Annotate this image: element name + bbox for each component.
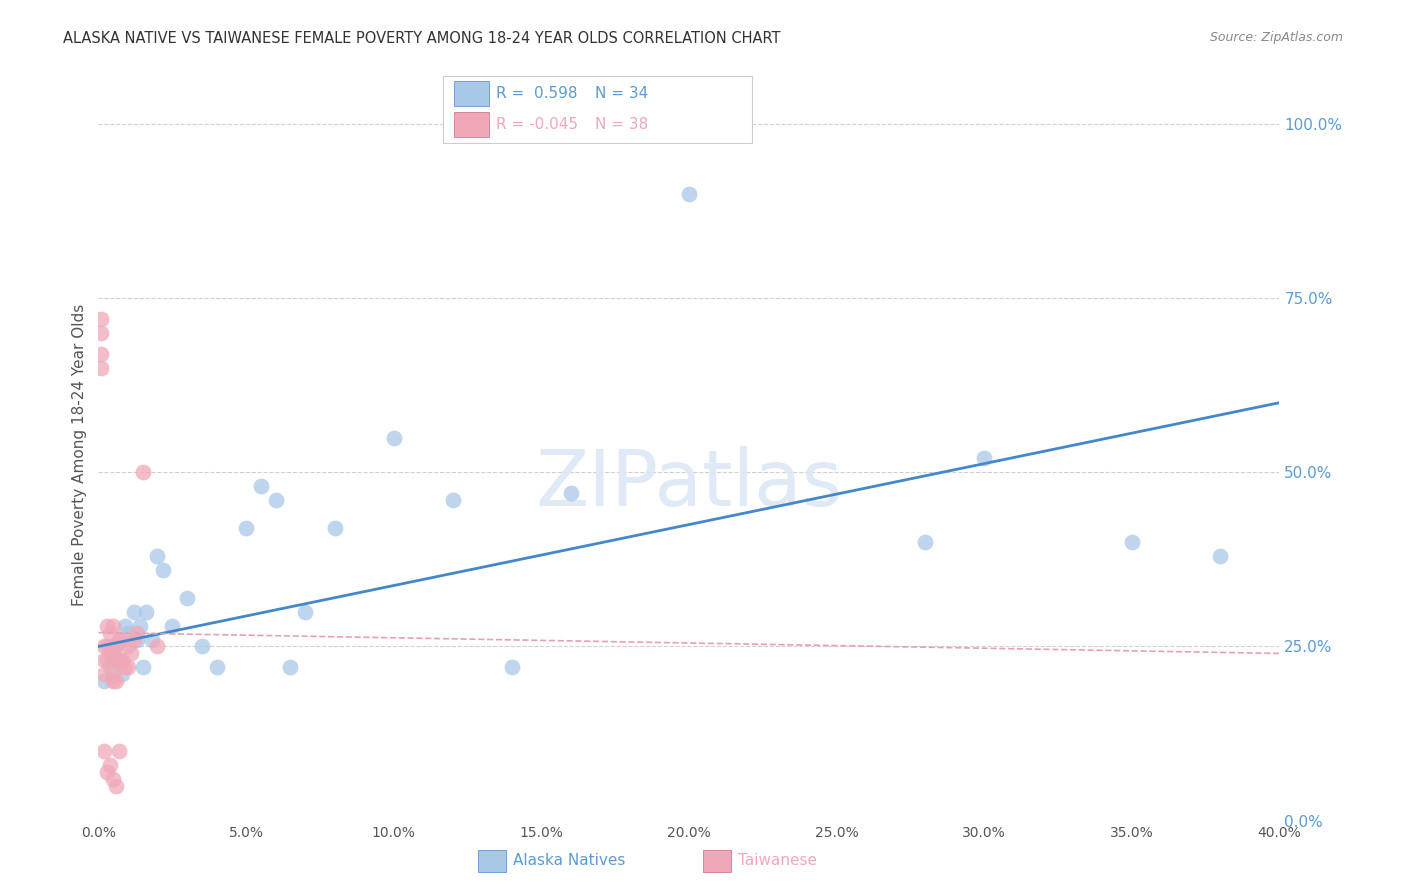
Point	[117, 660, 139, 674]
Text: N = 38: N = 38	[595, 118, 648, 132]
Point	[96, 653, 118, 667]
Point	[323, 521, 346, 535]
Point	[98, 660, 121, 674]
Point	[90, 326, 112, 340]
Point	[117, 640, 139, 654]
Point	[191, 640, 214, 654]
Text: Alaska Natives: Alaska Natives	[513, 854, 626, 868]
Point	[146, 549, 169, 563]
Point	[250, 479, 273, 493]
Point	[98, 758, 121, 772]
Point	[176, 591, 198, 605]
Point	[111, 667, 134, 681]
Point	[90, 347, 112, 361]
Text: R =  0.598: R = 0.598	[496, 87, 578, 101]
Point	[108, 653, 131, 667]
Point	[105, 640, 128, 654]
Point	[114, 660, 136, 674]
Point	[93, 640, 115, 654]
Point	[111, 632, 134, 647]
Point	[132, 660, 155, 674]
Point	[135, 605, 157, 619]
Point	[93, 667, 115, 681]
Point	[264, 493, 287, 508]
Point	[162, 618, 183, 632]
Point	[93, 653, 115, 667]
Point	[93, 674, 115, 689]
Point	[105, 779, 128, 793]
Point	[96, 618, 118, 632]
Point	[103, 667, 125, 681]
Point	[90, 312, 112, 326]
Text: Taiwanese: Taiwanese	[738, 854, 817, 868]
Point	[103, 674, 125, 689]
Point	[105, 640, 128, 654]
Point	[114, 618, 136, 632]
Point	[105, 653, 128, 667]
Point	[205, 660, 228, 674]
Point	[125, 632, 148, 647]
Point	[501, 660, 523, 674]
Point	[1209, 549, 1232, 563]
Point	[122, 605, 145, 619]
Point	[125, 625, 148, 640]
Point	[96, 640, 118, 654]
Point	[93, 744, 115, 758]
Point	[235, 521, 257, 535]
Point	[122, 632, 145, 647]
Point	[973, 451, 995, 466]
Point	[280, 660, 302, 674]
Y-axis label: Female Poverty Among 18-24 Year Olds: Female Poverty Among 18-24 Year Olds	[72, 304, 87, 606]
Point	[105, 674, 128, 689]
Point	[141, 632, 163, 647]
Point	[103, 772, 125, 786]
Text: Source: ZipAtlas.com: Source: ZipAtlas.com	[1209, 31, 1343, 45]
Point	[108, 653, 131, 667]
Text: ALASKA NATIVE VS TAIWANESE FEMALE POVERTY AMONG 18-24 YEAR OLDS CORRELATION CHAR: ALASKA NATIVE VS TAIWANESE FEMALE POVERT…	[63, 31, 780, 46]
Point	[96, 764, 118, 779]
Text: N = 34: N = 34	[595, 87, 648, 101]
Point	[103, 640, 125, 654]
Point	[441, 493, 464, 508]
Point	[90, 360, 112, 375]
Point	[914, 535, 936, 549]
Point	[382, 430, 405, 444]
Text: ZIPatlas: ZIPatlas	[536, 446, 842, 522]
Point	[103, 653, 125, 667]
Point	[294, 605, 316, 619]
Point	[108, 744, 131, 758]
Point	[1121, 535, 1143, 549]
Point	[108, 632, 131, 647]
Point	[111, 653, 134, 667]
Point	[146, 640, 169, 654]
Point	[98, 625, 121, 640]
Point	[560, 486, 582, 500]
Text: R = -0.045: R = -0.045	[496, 118, 578, 132]
Point	[132, 466, 155, 480]
Point	[120, 647, 142, 661]
Point	[98, 647, 121, 661]
Point	[117, 625, 139, 640]
Point	[678, 186, 700, 201]
Point	[128, 618, 150, 632]
Point	[152, 563, 174, 577]
Point	[103, 618, 125, 632]
